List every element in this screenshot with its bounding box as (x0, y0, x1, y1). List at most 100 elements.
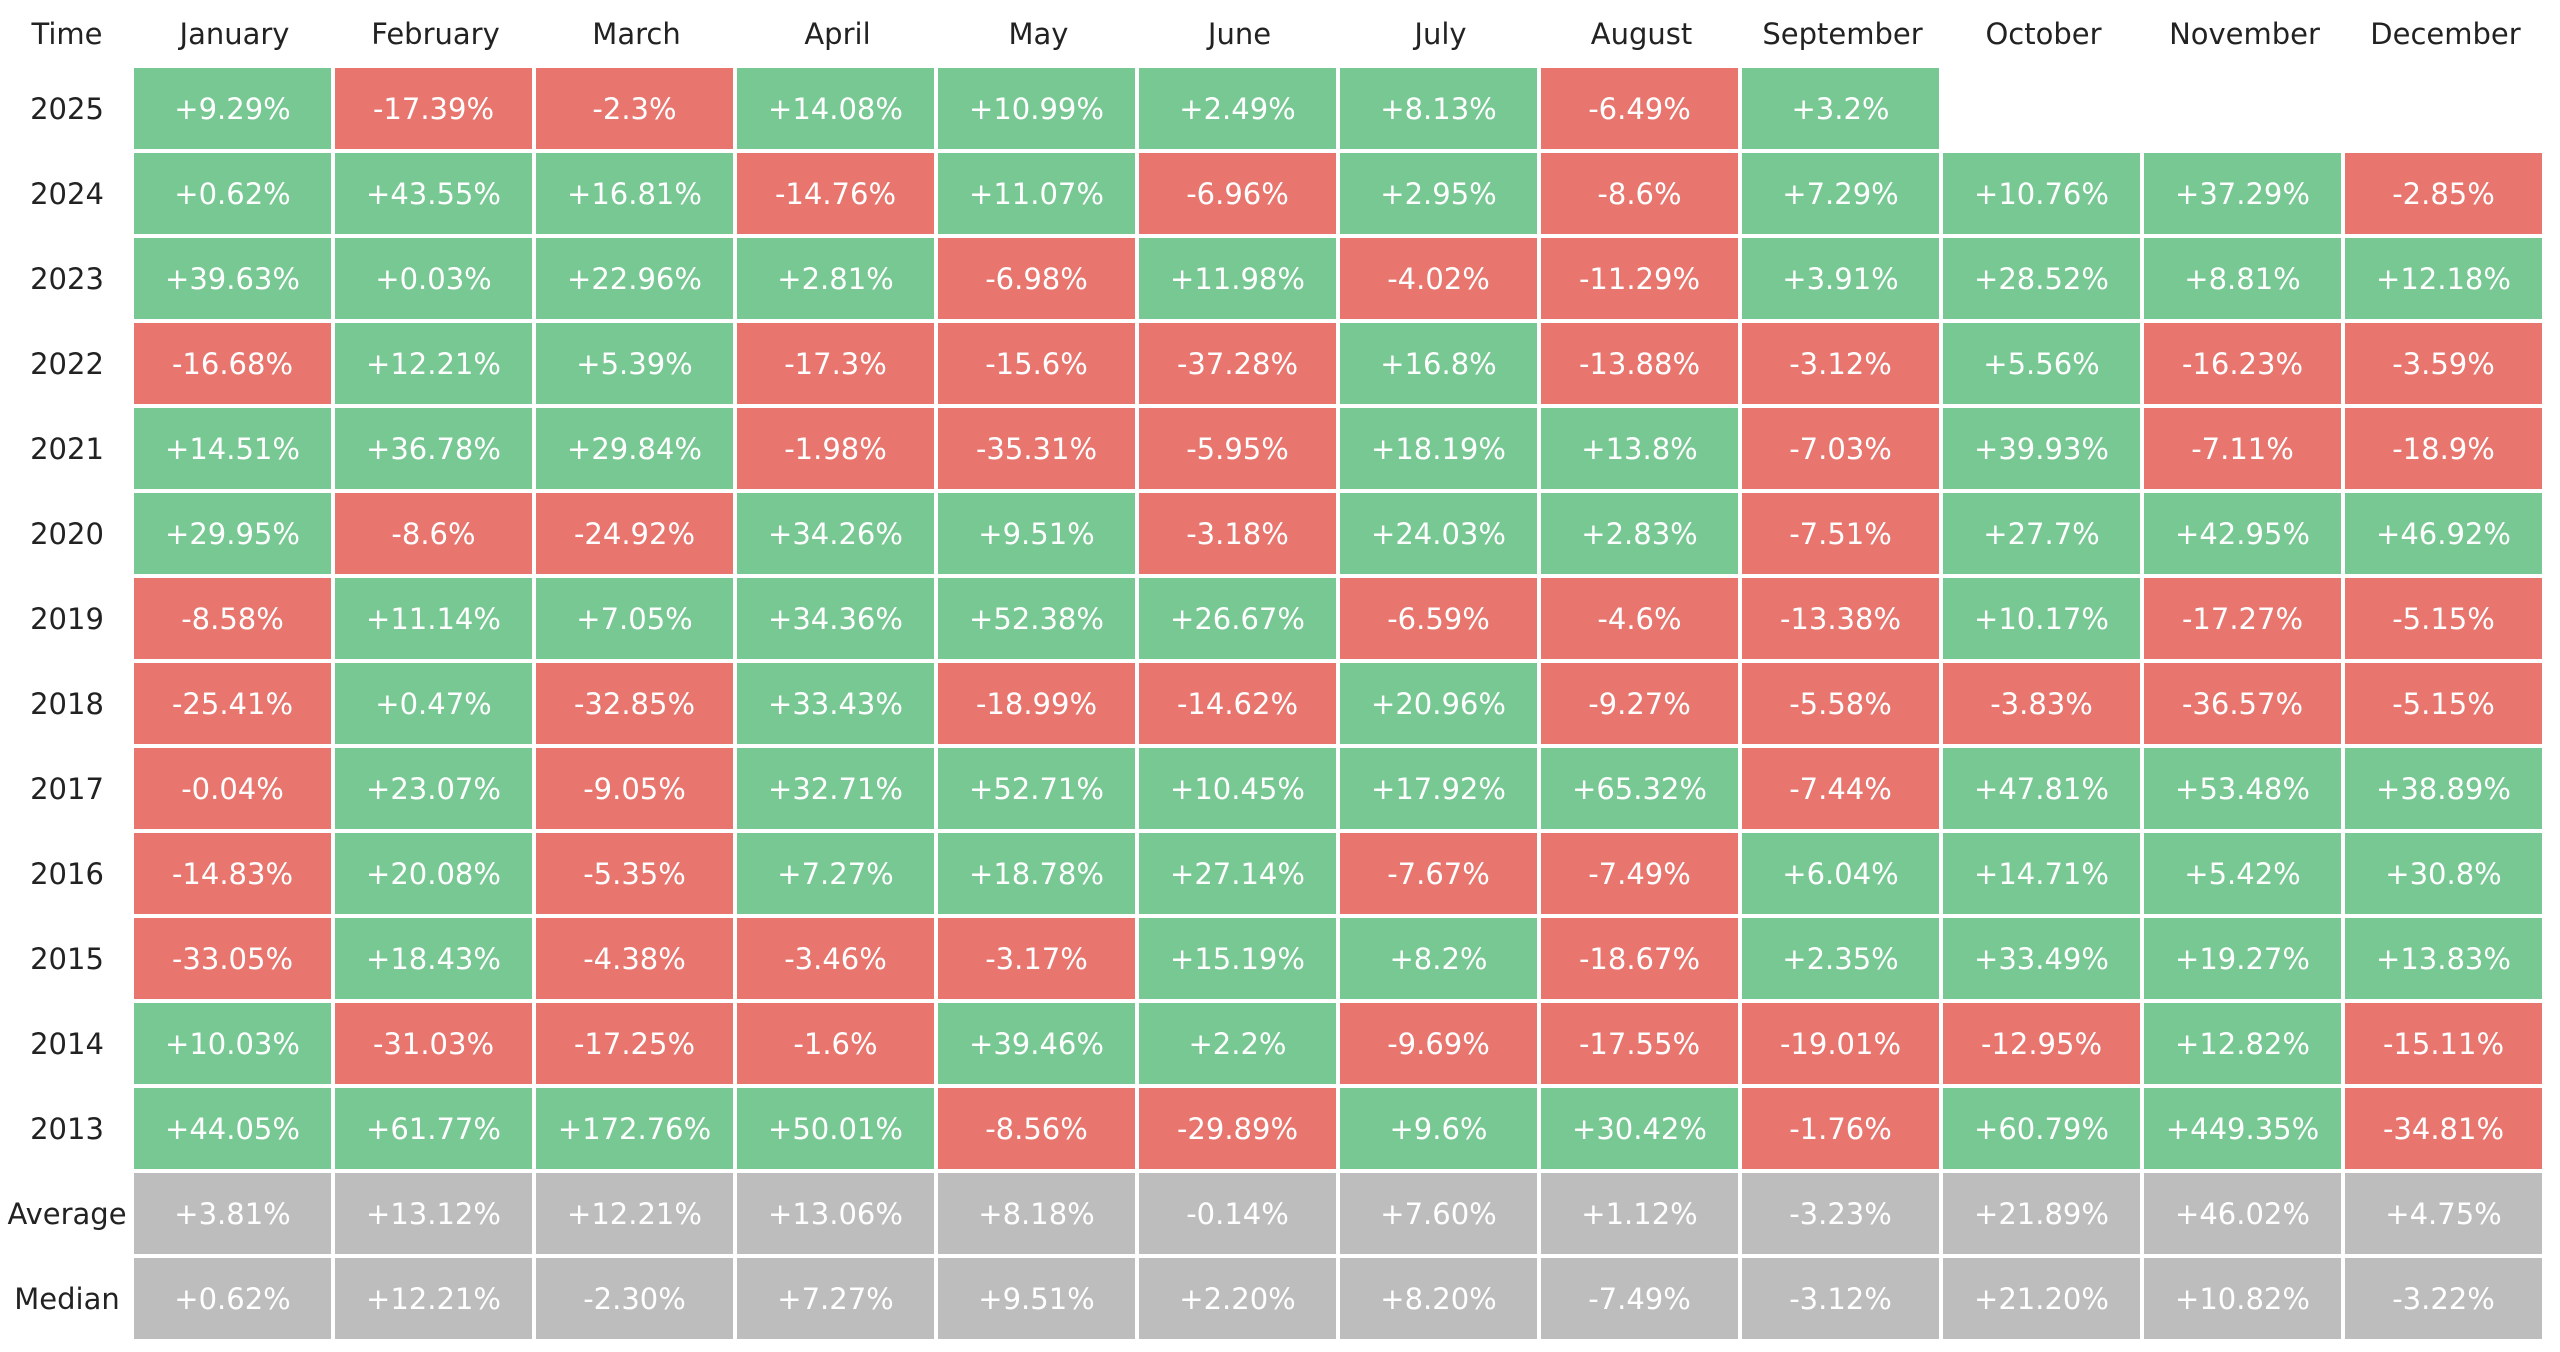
return-cell: +21.89% (1943, 1173, 2140, 1254)
row-label: 2020 (30, 516, 104, 551)
return-cell: -18.67% (1541, 918, 1738, 999)
return-cell: -4.38% (536, 918, 733, 999)
return-cell: +30.8% (2345, 833, 2542, 914)
return-cell: -3.22% (2345, 1258, 2542, 1339)
return-cell: -5.35% (536, 833, 733, 914)
column-header: July (1414, 17, 1467, 51)
return-cell: -18.9% (2345, 408, 2542, 489)
return-cell: -12.95% (1943, 1003, 2140, 1084)
return-cell: +0.62% (134, 153, 331, 234)
return-cell: -6.59% (1340, 578, 1537, 659)
return-cell: -3.46% (737, 918, 934, 999)
return-cell: -9.27% (1541, 663, 1738, 744)
return-cell: -6.49% (1541, 68, 1738, 149)
return-cell: -36.57% (2144, 663, 2341, 744)
row-label: 2016 (30, 856, 104, 891)
return-cell: +12.21% (335, 323, 532, 404)
return-cell: +2.95% (1340, 153, 1537, 234)
row-label: 2021 (30, 431, 104, 466)
return-cell: +27.7% (1943, 493, 2140, 574)
return-cell: +38.89% (2345, 748, 2542, 829)
return-cell: +34.36% (737, 578, 934, 659)
return-cell: -7.51% (1742, 493, 1939, 574)
column-header: January (179, 17, 290, 51)
return-cell: +28.52% (1943, 238, 2140, 319)
return-cell: +9.51% (938, 1258, 1135, 1339)
row-label: 2014 (30, 1026, 104, 1061)
return-cell: +8.81% (2144, 238, 2341, 319)
return-cell: +10.45% (1139, 748, 1336, 829)
return-cell: +2.49% (1139, 68, 1336, 149)
return-cell: +1.12% (1541, 1173, 1738, 1254)
row-label: 2024 (30, 176, 104, 211)
return-cell: -0.14% (1139, 1173, 1336, 1254)
return-cell: +5.42% (2144, 833, 2341, 914)
return-cell: -15.11% (2345, 1003, 2542, 1084)
return-cell: -0.04% (134, 748, 331, 829)
return-cell: +33.43% (737, 663, 934, 744)
return-cell: +0.47% (335, 663, 532, 744)
return-cell: +47.81% (1943, 748, 2140, 829)
return-cell: +3.81% (134, 1173, 331, 1254)
return-cell: -3.12% (1742, 323, 1939, 404)
return-cell: +8.20% (1340, 1258, 1537, 1339)
return-cell: +10.99% (938, 68, 1135, 149)
return-cell: -3.12% (1742, 1258, 1939, 1339)
return-cell: +21.20% (1943, 1258, 2140, 1339)
return-cell: -29.89% (1139, 1088, 1336, 1169)
return-cell: +10.76% (1943, 153, 2140, 234)
return-cell: -16.68% (134, 323, 331, 404)
column-header: May (1008, 17, 1069, 51)
return-cell: +5.56% (1943, 323, 2140, 404)
row-label: 2015 (30, 941, 104, 976)
return-cell: +11.07% (938, 153, 1135, 234)
return-cell: +172.76% (536, 1088, 733, 1169)
return-cell: +9.29% (134, 68, 331, 149)
return-cell: +11.14% (335, 578, 532, 659)
return-cell: -9.69% (1340, 1003, 1537, 1084)
return-cell: +53.48% (2144, 748, 2341, 829)
return-cell: +14.51% (134, 408, 331, 489)
return-cell: +29.84% (536, 408, 733, 489)
return-cell: -33.05% (134, 918, 331, 999)
return-cell: +18.78% (938, 833, 1135, 914)
return-cell: +2.35% (1742, 918, 1939, 999)
return-cell: +12.82% (2144, 1003, 2341, 1084)
return-cell: -5.95% (1139, 408, 1336, 489)
return-cell: +8.2% (1340, 918, 1537, 999)
return-cell: -17.55% (1541, 1003, 1738, 1084)
return-cell: +8.13% (1340, 68, 1537, 149)
return-cell: +6.04% (1742, 833, 1939, 914)
return-cell: +20.96% (1340, 663, 1537, 744)
return-cell: +39.46% (938, 1003, 1135, 1084)
return-cell: -31.03% (335, 1003, 532, 1084)
return-cell: -3.59% (2345, 323, 2542, 404)
return-cell: +14.71% (1943, 833, 2140, 914)
return-cell: +43.55% (335, 153, 532, 234)
return-cell: -35.31% (938, 408, 1135, 489)
return-cell: -2.85% (2345, 153, 2542, 234)
row-label: 2019 (30, 601, 104, 636)
column-header: March (592, 17, 681, 51)
column-header: June (1207, 17, 1272, 51)
return-cell: -8.6% (335, 493, 532, 574)
return-cell: +2.20% (1139, 1258, 1336, 1339)
return-cell: -13.88% (1541, 323, 1738, 404)
return-cell: +23.07% (335, 748, 532, 829)
return-cell: -32.85% (536, 663, 733, 744)
column-header: September (1762, 17, 1923, 51)
return-cell: +13.12% (335, 1173, 532, 1254)
return-cell: -11.29% (1541, 238, 1738, 319)
return-cell: -7.44% (1742, 748, 1939, 829)
return-cell: -3.17% (938, 918, 1135, 999)
return-cell: +19.27% (2144, 918, 2341, 999)
return-cell: +36.78% (335, 408, 532, 489)
return-cell: +8.18% (938, 1173, 1135, 1254)
return-cell: -7.49% (1541, 833, 1738, 914)
return-cell: +3.2% (1742, 68, 1939, 149)
return-cell: +27.14% (1139, 833, 1336, 914)
return-cell: +42.95% (2144, 493, 2341, 574)
return-cell: -24.92% (536, 493, 733, 574)
row-label: 2018 (30, 686, 104, 721)
